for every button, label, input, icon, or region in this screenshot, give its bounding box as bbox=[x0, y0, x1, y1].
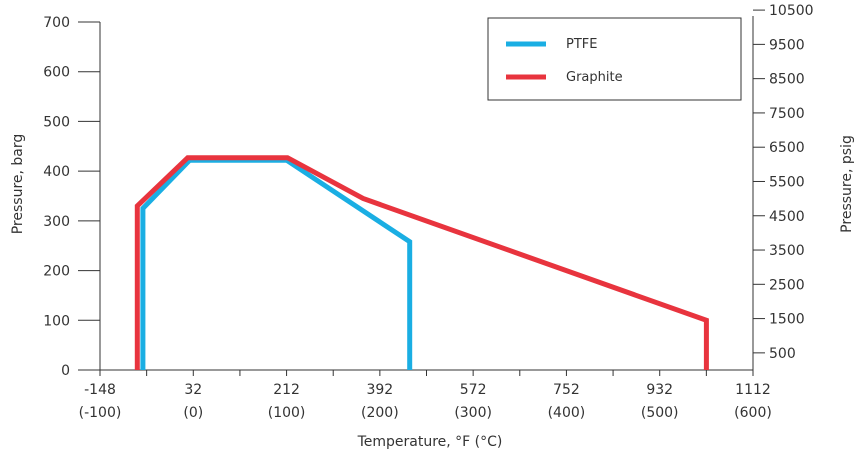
y-right-tick-label: 1500 bbox=[769, 312, 805, 328]
y-right-tick-label: 7500 bbox=[769, 106, 805, 122]
x-tick-label-c: (400) bbox=[548, 405, 586, 421]
x-tick-label-c: (500) bbox=[641, 405, 679, 421]
x-tick-label-f: 1112 bbox=[735, 382, 771, 398]
x-tick-label-c: (0) bbox=[183, 405, 203, 421]
legend: PTFE Graphite bbox=[487, 17, 742, 101]
x-tick-label-c: (100) bbox=[268, 405, 306, 421]
series-line-graphite bbox=[134, 155, 709, 370]
y-right-tick-label: 10500 bbox=[769, 3, 814, 19]
y-left-tick-label: 0 bbox=[61, 363, 70, 379]
x-tick-label-f: 932 bbox=[646, 382, 673, 398]
y-axis-right-title: Pressure, psig bbox=[839, 135, 855, 233]
y-left-tick-label: 400 bbox=[43, 164, 70, 180]
y-left-tick-label: 100 bbox=[43, 313, 70, 329]
x-tick-label-f: -148 bbox=[84, 382, 116, 398]
y-right-tick-label: 5500 bbox=[769, 174, 805, 190]
y-right-tick-label: 500 bbox=[769, 346, 796, 362]
y-left-tick-label: 300 bbox=[43, 214, 70, 230]
x-tick-label-f: 752 bbox=[553, 382, 580, 398]
x-axis-title: Temperature, °F (°C) bbox=[357, 434, 503, 450]
y-right-tick-label: 3500 bbox=[769, 243, 805, 259]
legend-box bbox=[487, 17, 742, 101]
y-right-tick-label: 6500 bbox=[769, 140, 805, 156]
x-tick-label-f: 392 bbox=[366, 382, 393, 398]
y-left-tick-label: 500 bbox=[43, 114, 70, 130]
series-line-ptfe bbox=[140, 157, 413, 370]
legend-label-ptfe: PTFE bbox=[566, 37, 597, 52]
y-right-tick-label: 4500 bbox=[769, 209, 805, 225]
y-right-tick-label: 8500 bbox=[769, 72, 805, 88]
y-right-tick-label: 9500 bbox=[769, 37, 805, 53]
x-tick-label-c: (300) bbox=[454, 405, 492, 421]
x-tick-label-f: 32 bbox=[184, 382, 202, 398]
legend-label-graphite: Graphite bbox=[566, 70, 623, 85]
x-tick-label-f: 572 bbox=[460, 382, 487, 398]
axes: 0 100 200 300 400 500 600 700 500 1500 2500 3500 450… bbox=[43, 3, 813, 421]
y-left-tick-label: 600 bbox=[43, 65, 70, 81]
y-left-tick-label: 200 bbox=[43, 264, 70, 280]
y-left-tick-label: 700 bbox=[43, 15, 70, 31]
series-layer bbox=[134, 155, 709, 370]
x-tick-label-c: (200) bbox=[361, 405, 399, 421]
x-tick-label-f: 212 bbox=[273, 382, 300, 398]
x-tick-label-c: (600) bbox=[734, 405, 772, 421]
y-right-tick-label: 2500 bbox=[769, 277, 805, 293]
y-axis-left-title: Pressure, barg bbox=[10, 134, 26, 235]
x-tick-label-c: (-100) bbox=[79, 405, 122, 421]
